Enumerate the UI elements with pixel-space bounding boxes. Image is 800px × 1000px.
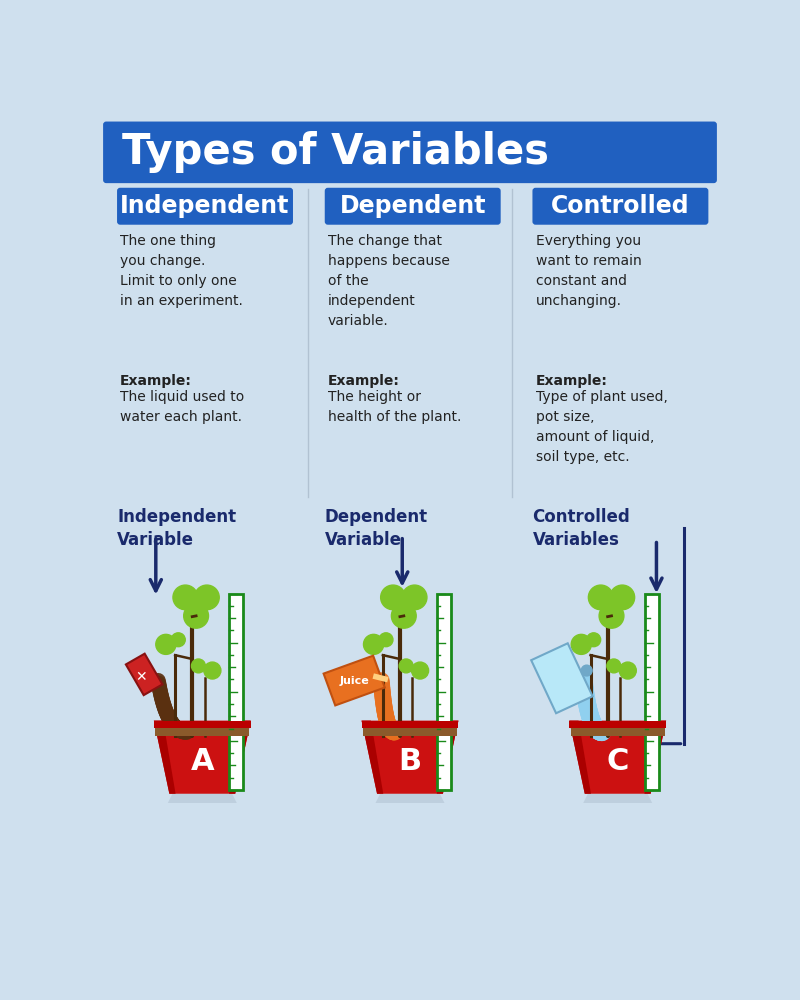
Circle shape — [582, 665, 592, 676]
Polygon shape — [126, 654, 162, 695]
Text: Example:: Example: — [328, 374, 400, 388]
Circle shape — [391, 604, 416, 628]
Text: Independent
Variable: Independent Variable — [117, 508, 236, 549]
Circle shape — [204, 662, 221, 679]
Circle shape — [194, 585, 219, 610]
Text: Dependent
Variable: Dependent Variable — [325, 508, 428, 549]
Circle shape — [411, 662, 429, 679]
Polygon shape — [571, 728, 665, 736]
Polygon shape — [324, 656, 385, 705]
Polygon shape — [154, 721, 250, 794]
Text: Juice: Juice — [339, 676, 369, 686]
Circle shape — [363, 634, 384, 654]
Text: The change that
happens because
of the
independent
variable.: The change that happens because of the i… — [328, 234, 450, 328]
Polygon shape — [570, 721, 666, 794]
Text: The liquid used to
water each plant.: The liquid used to water each plant. — [120, 389, 245, 424]
Text: Everything you
want to remain
constant and
unchanging.: Everything you want to remain constant a… — [535, 234, 642, 308]
Circle shape — [402, 585, 427, 610]
Text: Controlled
Variables: Controlled Variables — [533, 508, 630, 549]
Text: The one thing
you change.
Limit to only one
in an experiment.: The one thing you change. Limit to only … — [120, 234, 243, 308]
Polygon shape — [437, 721, 458, 794]
Text: Controlled: Controlled — [551, 194, 690, 218]
Circle shape — [379, 633, 393, 647]
Polygon shape — [155, 728, 249, 736]
FancyBboxPatch shape — [103, 122, 717, 183]
Polygon shape — [570, 721, 591, 794]
Polygon shape — [531, 643, 593, 713]
Circle shape — [399, 659, 413, 673]
Text: Type of plant used,
pot size,
amount of liquid,
soil type, etc.: Type of plant used, pot size, amount of … — [535, 389, 667, 464]
Circle shape — [610, 585, 634, 610]
Circle shape — [588, 585, 613, 610]
Circle shape — [156, 634, 176, 654]
Text: Independent: Independent — [120, 194, 290, 218]
Polygon shape — [168, 794, 237, 803]
Text: Dependent: Dependent — [339, 194, 486, 218]
Text: Example:: Example: — [120, 374, 192, 388]
Text: C: C — [606, 747, 629, 776]
Polygon shape — [362, 721, 458, 794]
Text: Types of Variables: Types of Variables — [122, 131, 549, 173]
Text: B: B — [398, 747, 422, 776]
Text: The height or
health of the plant.: The height or health of the plant. — [328, 389, 462, 424]
Polygon shape — [645, 721, 666, 794]
Polygon shape — [570, 721, 666, 728]
FancyBboxPatch shape — [437, 594, 451, 790]
Polygon shape — [583, 794, 652, 803]
Circle shape — [571, 634, 591, 654]
Circle shape — [619, 662, 636, 679]
FancyBboxPatch shape — [117, 188, 293, 225]
Circle shape — [191, 659, 206, 673]
Circle shape — [173, 585, 198, 610]
Polygon shape — [154, 721, 250, 728]
Circle shape — [586, 633, 601, 647]
Circle shape — [381, 585, 406, 610]
Text: ✕: ✕ — [135, 670, 147, 684]
Polygon shape — [363, 728, 457, 736]
Circle shape — [184, 604, 209, 628]
Circle shape — [171, 633, 186, 647]
Polygon shape — [229, 721, 250, 794]
Polygon shape — [375, 794, 445, 803]
Circle shape — [599, 604, 624, 628]
Polygon shape — [362, 721, 458, 728]
Polygon shape — [362, 721, 383, 794]
FancyBboxPatch shape — [645, 594, 658, 790]
Text: Example:: Example: — [535, 374, 607, 388]
FancyBboxPatch shape — [533, 188, 708, 225]
Polygon shape — [154, 721, 175, 794]
FancyBboxPatch shape — [230, 594, 243, 790]
Circle shape — [607, 659, 621, 673]
FancyBboxPatch shape — [325, 188, 501, 225]
Text: A: A — [190, 747, 214, 776]
